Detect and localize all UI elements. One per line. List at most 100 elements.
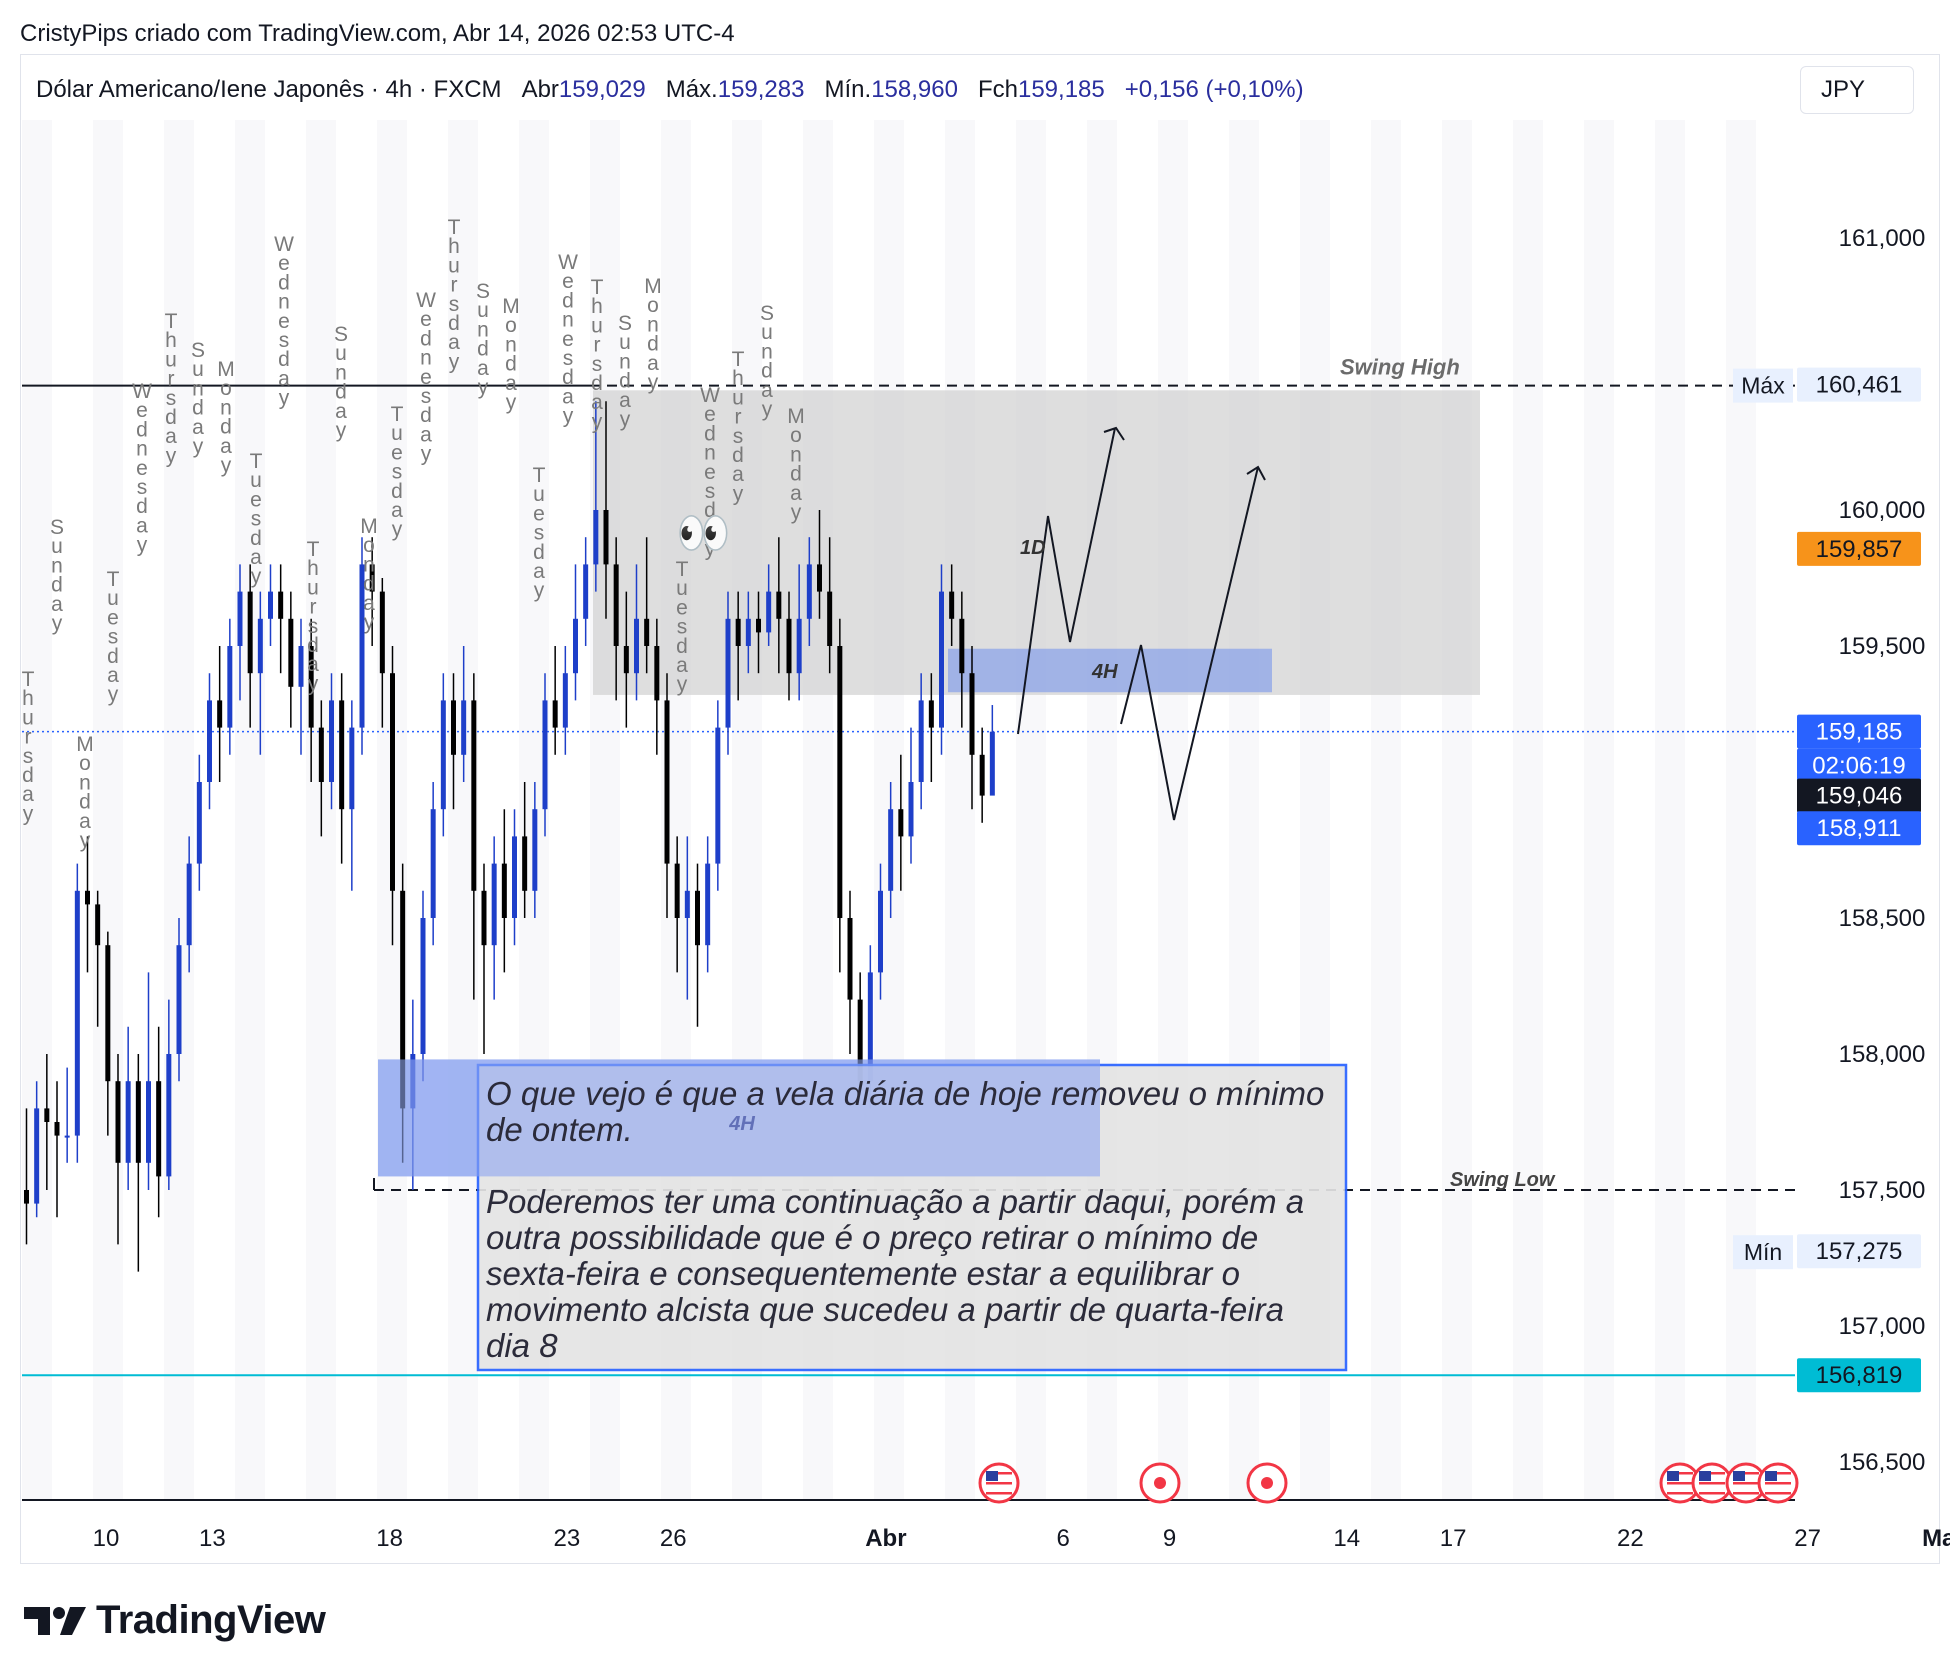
session-band <box>164 120 194 1500</box>
candle <box>796 564 802 701</box>
candle <box>64 1067 70 1163</box>
candle <box>705 836 711 973</box>
x-tick-label: 17 <box>1440 1525 1467 1552</box>
flag-canton <box>1699 1471 1711 1481</box>
price-badge-bg <box>1797 531 1921 566</box>
flag-stripe <box>986 1492 1012 1495</box>
flag-canton <box>1765 1471 1777 1481</box>
session-band <box>1371 120 1401 1500</box>
candle <box>379 578 385 728</box>
candle-body <box>359 564 365 728</box>
event-markers <box>978 1462 1799 1504</box>
candle-body <box>481 890 487 946</box>
candle <box>715 700 721 891</box>
candle <box>24 1108 29 1245</box>
candle-body <box>156 1081 162 1177</box>
event-dot-icon <box>1246 1462 1288 1504</box>
candle-body <box>796 618 802 674</box>
candle <box>176 918 182 1082</box>
candle-body <box>664 700 670 864</box>
candle <box>695 863 700 1027</box>
candle <box>85 836 90 973</box>
candle <box>745 591 751 674</box>
chart-frame <box>20 54 1940 1564</box>
flag-stripe <box>986 1487 1012 1490</box>
annotation-textbox: 4HO que vejo é que a vela diária de hoje… <box>378 1059 1348 1372</box>
candle <box>268 564 273 646</box>
candle <box>573 564 578 701</box>
projection-path-2 <box>1120 466 1259 821</box>
candle <box>654 618 660 755</box>
candle <box>440 673 446 837</box>
y-tick-label: 157,500 <box>1839 1177 1926 1204</box>
x-tick-label: 22 <box>1617 1525 1644 1552</box>
candle <box>613 537 619 701</box>
candle-body <box>237 591 243 646</box>
flag-stripe <box>1667 1482 1693 1485</box>
candle <box>420 890 426 1082</box>
candle-body <box>552 700 558 728</box>
candle-body <box>298 646 304 687</box>
candle <box>34 1081 40 1218</box>
candle-body <box>24 1190 29 1204</box>
candle-body <box>817 564 822 592</box>
low-value: 158,960 <box>871 76 958 103</box>
candle-body <box>512 836 517 918</box>
candle-body <box>115 1081 121 1163</box>
session-band <box>1442 120 1472 1500</box>
flag-stripe <box>1699 1492 1725 1495</box>
dot-center <box>1154 1477 1166 1489</box>
price-badge-bg <box>1797 778 1921 813</box>
candle <box>583 537 589 646</box>
us-flag-icon <box>1757 1462 1799 1504</box>
candle-body <box>806 564 812 619</box>
candle-body <box>786 618 792 674</box>
us-flag-icon <box>1725 1462 1767 1504</box>
price-badge-max: 160,461 <box>1797 367 1921 402</box>
candle-body <box>308 646 314 728</box>
candle <box>634 564 639 701</box>
gray-zone <box>593 390 1480 695</box>
candle-body <box>776 591 782 619</box>
candle-body <box>654 646 660 701</box>
eyes-emoji: 👀 <box>676 508 731 559</box>
candle <box>949 564 955 646</box>
flag-stripe <box>1667 1487 1693 1490</box>
flag-stripe <box>1699 1487 1725 1490</box>
candle-body <box>756 618 761 633</box>
price-badge-text: 159,857 <box>1816 536 1903 563</box>
candle-body <box>674 863 680 918</box>
candle-body <box>278 591 284 619</box>
candle <box>939 564 944 755</box>
swing-low-label: Swing Low <box>1450 1169 1556 1191</box>
candle <box>390 646 395 946</box>
candle-body <box>613 564 619 646</box>
flag-stripe <box>1699 1482 1725 1485</box>
candle <box>918 673 924 810</box>
price-badge-orange: 159,857 <box>1797 531 1921 566</box>
candle-body <box>695 890 700 946</box>
x-tick-label: 13 <box>199 1525 226 1552</box>
flag-stripe <box>1699 1477 1725 1480</box>
candle <box>756 591 761 674</box>
x-tick-label: 9 <box>1163 1525 1176 1552</box>
candle <box>522 782 528 918</box>
change-value: +0,156 (+0,10%) <box>1124 76 1304 103</box>
candle <box>318 700 324 837</box>
candle <box>837 618 843 973</box>
symbol-name[interactable]: Dólar Americano/Iene Japonês · 4h · FXCM <box>36 76 502 103</box>
candle-body <box>176 945 182 1054</box>
session-band <box>235 120 265 1500</box>
candle-body <box>257 618 263 674</box>
currency-button[interactable]: JPY <box>1800 66 1914 114</box>
candle-body <box>593 510 599 565</box>
candle <box>542 673 548 837</box>
low-label: Mín. <box>824 76 872 103</box>
